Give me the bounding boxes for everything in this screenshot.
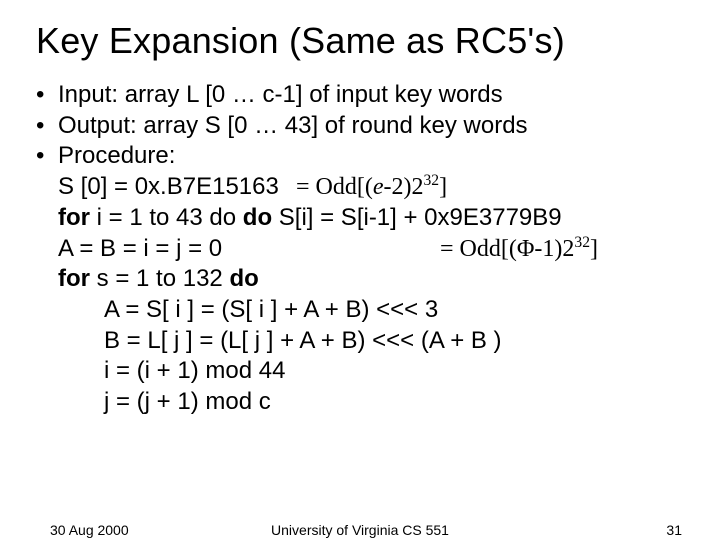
code-text: S [0] = 0x.B7E15163 (58, 173, 279, 200)
code-text: s = 1 to 132 (90, 265, 229, 292)
bullet-text: Input: array L [0 … c-1] of input key wo… (58, 80, 684, 111)
code-line-i: i = (i + 1) mod 44 (36, 356, 684, 387)
bullet-text: Output: array S [0 … 43] of round key wo… (58, 111, 684, 142)
code-line-for2: for s = 1 to 132 do (36, 264, 684, 295)
code-keyword: for (58, 204, 90, 231)
bullet-text: Procedure: (58, 141, 684, 172)
code-line-j: j = (j + 1) mod c (36, 387, 684, 418)
code-text: i = 1 to 43 do (90, 204, 236, 231)
bullet-procedure: • Procedure: (36, 141, 684, 172)
annot-sup: 32 (424, 172, 440, 189)
bullet-mark-icon: • (36, 141, 58, 172)
code-keyword: do (229, 265, 258, 292)
footer-slide-number: 31 (666, 522, 682, 538)
annot-text: -2)2 (384, 174, 424, 200)
annot-text: ] (439, 174, 447, 200)
code-line-abij: A = B = i = j = 0 = Odd[(Φ-1)232] (36, 234, 684, 265)
code-text: A = B = i = j = 0 (58, 235, 222, 262)
code-line-b: B = L[ j ] = (L[ j ] + A + B) <<< (A + B… (36, 326, 684, 357)
code-line-s0: S [0] = 0x.B7E15163 = Odd[(e-2)232] (36, 172, 684, 203)
annotation-odd-phi: = Odd[(Φ-1)232] (440, 234, 598, 265)
code-line-for1: for i = 1 to 43 do do S[i] = S[i-1] + 0x… (36, 203, 684, 234)
annot-text: ] (590, 236, 598, 262)
slide-body: • Input: array L [0 … c-1] of input key … (36, 80, 684, 418)
annotation-odd-e: = Odd[(e-2)232] (296, 172, 447, 203)
annot-text: = Odd[( (296, 174, 373, 200)
code-text: S[i] = S[i-1] + 0x9E3779B9 (272, 204, 562, 231)
bullet-output: • Output: array S [0 … 43] of round key … (36, 111, 684, 142)
bullet-mark-icon: • (36, 111, 58, 142)
code-keyword: for (58, 265, 90, 292)
annot-text: -1)2 (534, 236, 574, 262)
bullet-mark-icon: • (36, 80, 58, 111)
annot-var: e (373, 174, 384, 200)
slide: Key Expansion (Same as RC5's) • Input: a… (0, 0, 720, 540)
code-text: j = (j + 1) mod c (104, 388, 271, 415)
annot-sup: 32 (574, 234, 590, 251)
slide-title: Key Expansion (Same as RC5's) (36, 20, 684, 62)
code-text: A = S[ i ] = (S[ i ] + A + B) <<< 3 (104, 296, 438, 323)
bullet-input: • Input: array L [0 … c-1] of input key … (36, 80, 684, 111)
code-line-a: A = S[ i ] = (S[ i ] + A + B) <<< 3 (36, 295, 684, 326)
annot-text: = Odd[( (440, 236, 517, 262)
code-keyword: do (236, 204, 272, 231)
code-text: B = L[ j ] = (L[ j ] + A + B) <<< (A + B… (104, 327, 502, 354)
footer-center: University of Virginia CS 551 (0, 522, 720, 538)
annot-sym: Φ (517, 236, 535, 262)
code-text: i = (i + 1) mod 44 (104, 357, 285, 384)
